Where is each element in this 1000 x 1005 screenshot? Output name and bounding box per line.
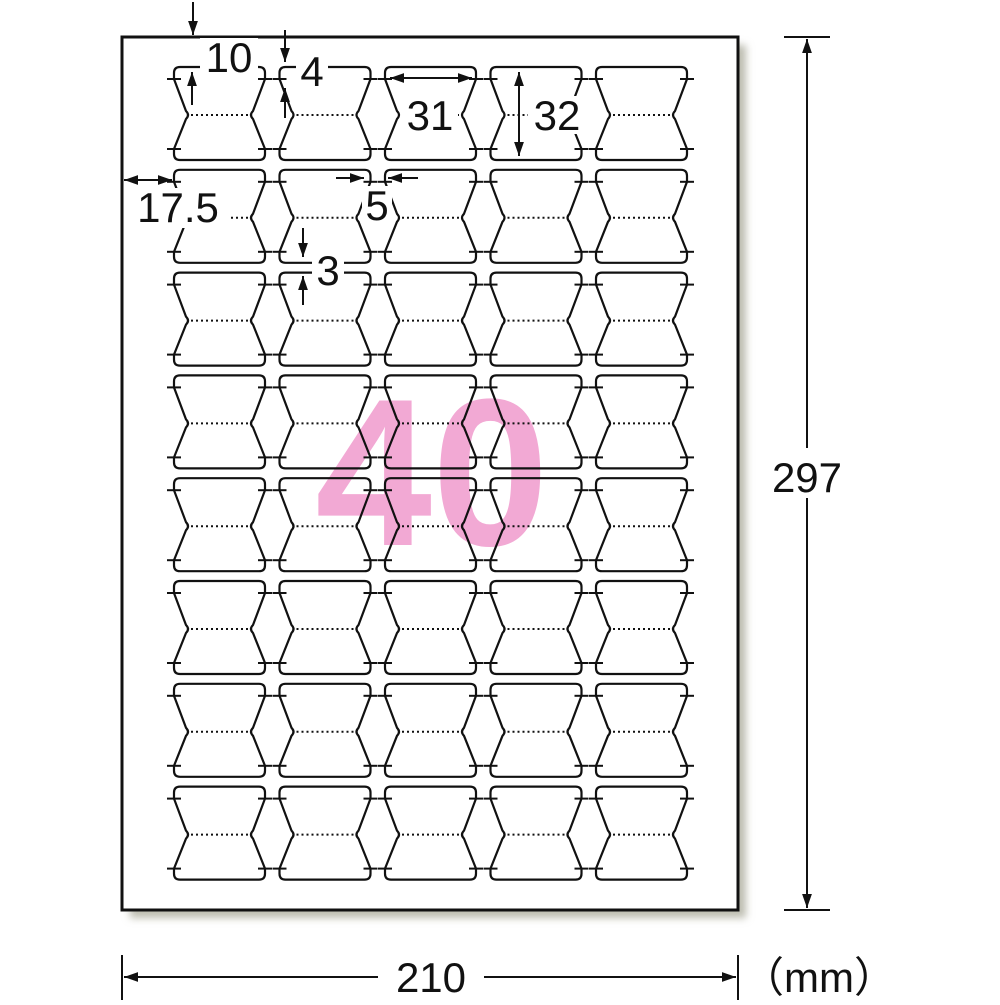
- label-outline: [172, 785, 267, 881]
- label: [589, 271, 694, 367]
- label-outline: [383, 65, 478, 162]
- label-outline: [383, 168, 478, 264]
- label-outline: [383, 271, 478, 367]
- label-outline: [594, 168, 689, 264]
- label: [272, 682, 378, 778]
- label-outline: [489, 65, 583, 162]
- label: [483, 477, 589, 573]
- label-outline: [172, 477, 267, 573]
- label: [483, 271, 589, 367]
- label-outline: [278, 682, 372, 778]
- label: [483, 579, 589, 676]
- label-outline: [489, 579, 583, 676]
- label-grid: [167, 65, 694, 881]
- label-outline: [383, 477, 478, 573]
- label-outline: [278, 785, 372, 881]
- label: [167, 271, 272, 367]
- label-outline: [278, 271, 372, 367]
- label: [589, 168, 694, 264]
- label: [378, 477, 483, 573]
- label: [272, 579, 378, 676]
- label-outline: [594, 579, 689, 676]
- label: [483, 65, 589, 162]
- label-outline: [383, 682, 478, 778]
- label-outline: [594, 477, 689, 573]
- sheet-height-label: 297: [772, 454, 842, 501]
- top-gap-label: 4: [300, 48, 323, 95]
- label: [167, 65, 272, 162]
- label-outline: [594, 785, 689, 881]
- label: [272, 785, 378, 881]
- label-outline: [594, 374, 689, 470]
- label-outline: [594, 271, 689, 367]
- label-outline: [278, 579, 372, 676]
- label: [589, 785, 694, 881]
- label-outline: [489, 374, 583, 470]
- label: [378, 271, 483, 367]
- label-outline: [172, 65, 267, 162]
- label-outline: [489, 168, 583, 264]
- label-outline: [489, 271, 583, 367]
- label: [272, 477, 378, 573]
- label-outline: [172, 682, 267, 778]
- label: [378, 374, 483, 470]
- label: [378, 682, 483, 778]
- label: [589, 682, 694, 778]
- label-outline: [383, 374, 478, 470]
- left-margin-label: 17.5: [137, 184, 219, 231]
- label-outline: [278, 477, 372, 573]
- label: [167, 477, 272, 573]
- label-outline: [172, 374, 267, 470]
- label: [589, 65, 694, 162]
- label-outline: [278, 374, 372, 470]
- label: [483, 682, 589, 778]
- label: [378, 579, 483, 676]
- label-outline: [278, 168, 372, 264]
- label-outline: [489, 477, 583, 573]
- label: [483, 168, 589, 264]
- label: [272, 168, 378, 264]
- label: [378, 168, 483, 264]
- label-width-label: 31: [407, 92, 454, 139]
- label: [167, 374, 272, 470]
- sheet: [120, 35, 740, 912]
- label: [589, 477, 694, 573]
- label: [378, 785, 483, 881]
- label-outline: [489, 682, 583, 778]
- label: [589, 374, 694, 470]
- label-height-label: 32: [534, 92, 581, 139]
- label: [483, 785, 589, 881]
- row-gap-label: 3: [316, 247, 339, 294]
- label: [483, 374, 589, 470]
- label: [167, 579, 272, 676]
- label-outline: [594, 65, 689, 162]
- label: [272, 374, 378, 470]
- label-outline: [172, 271, 267, 367]
- label: [167, 785, 272, 881]
- label: [272, 271, 378, 367]
- top-margin-label: 10: [206, 34, 253, 81]
- label: [167, 682, 272, 778]
- sheet-width-label: 210: [396, 954, 466, 1000]
- label-outline: [383, 785, 478, 881]
- label: [589, 579, 694, 676]
- label-count-watermark: 40: [315, 355, 549, 590]
- unit-label: （mm）: [742, 954, 896, 1000]
- label-outline: [489, 785, 583, 881]
- label-outline: [594, 682, 689, 778]
- label: [378, 65, 483, 162]
- label-outline: [383, 579, 478, 676]
- column-gap-label: 5: [365, 182, 388, 229]
- label-outline: [172, 579, 267, 676]
